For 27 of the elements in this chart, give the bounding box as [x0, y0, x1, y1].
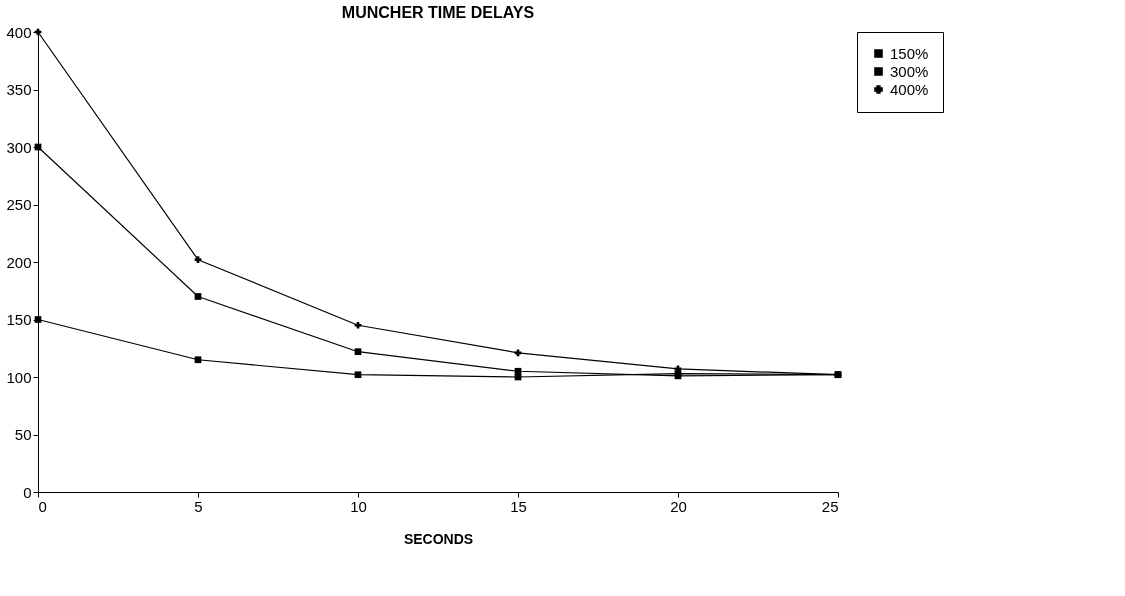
x-axis-title: SECONDS — [403, 530, 474, 547]
y-tick-label: 350 — [6, 81, 32, 98]
chart-title: MUNCHER TIME DELAYS — [341, 4, 535, 21]
y-tick-label: 0 — [23, 483, 32, 501]
y-tick-label: 300 — [6, 138, 32, 156]
legend-label: 150% — [890, 44, 929, 62]
point — [194, 356, 202, 364]
point — [354, 371, 362, 379]
legend-label: 300% — [890, 62, 929, 80]
x-tick-label: 10 — [350, 497, 367, 515]
x-tick-label: 5 — [194, 497, 203, 515]
y-tick-label: 400 — [6, 23, 32, 41]
x-tick-label: 0 — [38, 497, 47, 515]
y-tick-label: 100 — [6, 368, 32, 386]
legend-label: 400% — [890, 80, 929, 98]
point — [194, 293, 202, 300]
y-tick-label: 200 — [6, 253, 32, 271]
x-tick-label: 25 — [821, 497, 839, 515]
point — [354, 348, 362, 356]
point — [514, 367, 522, 375]
x-tick-label: 20 — [670, 497, 687, 515]
point — [354, 321, 362, 329]
y-tick-label: 150 — [6, 311, 32, 328]
point — [194, 256, 202, 264]
x-tick-label: 15 — [510, 497, 527, 515]
y-tick-label: 50 — [14, 426, 32, 443]
y-tick-label: 250 — [6, 196, 32, 213]
